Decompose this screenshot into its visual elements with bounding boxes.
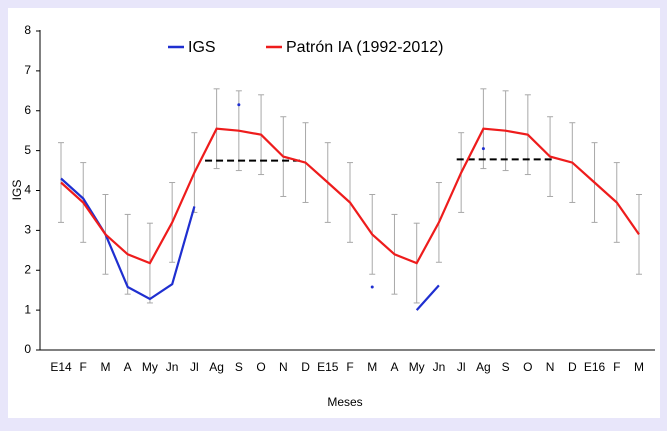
- x-tick-label: D: [568, 360, 577, 374]
- x-tick-label: O: [523, 360, 532, 374]
- x-tick-label: F: [80, 360, 87, 374]
- y-tick-label: 3: [24, 223, 31, 237]
- x-tick-label: E16: [584, 360, 606, 374]
- series-line: [60, 127, 640, 265]
- legend-label: IGS: [188, 39, 216, 56]
- x-tick-label: Jl: [190, 360, 199, 374]
- x-tick-label: E14: [50, 360, 72, 374]
- legend-label: Patrón IA (1992-2012): [286, 39, 443, 56]
- point: [481, 147, 485, 151]
- point: [370, 285, 374, 289]
- y-tick-label: 8: [24, 23, 31, 37]
- x-tick-label: F: [346, 360, 353, 374]
- y-tick-label: 6: [24, 103, 31, 117]
- x-tick-label: D: [301, 360, 310, 374]
- x-tick-label: A: [390, 360, 398, 374]
- x-tick-label: S: [502, 360, 510, 374]
- x-tick-label: Ag: [209, 360, 224, 374]
- x-tick-label: M: [634, 360, 644, 374]
- y-tick-label: 7: [24, 63, 31, 77]
- x-tick-label: Jn: [166, 360, 179, 374]
- y-tick-label: 1: [24, 302, 31, 316]
- y-tick-label: 0: [24, 342, 31, 356]
- y-tick-label: 5: [24, 143, 31, 157]
- x-tick-label: E15: [317, 360, 339, 374]
- x-tick-label: M: [100, 360, 110, 374]
- x-axis-label: Meses: [327, 395, 362, 409]
- x-tick-label: N: [546, 360, 555, 374]
- x-tick-label: My: [142, 360, 158, 374]
- x-tick-label: M: [367, 360, 377, 374]
- y-axis-label: IGS: [10, 180, 24, 201]
- x-tick-label: N: [279, 360, 288, 374]
- x-tick-label: O: [256, 360, 265, 374]
- y-tick-label: 2: [24, 262, 31, 276]
- x-tick-label: A: [124, 360, 132, 374]
- x-tick-label: My: [409, 360, 425, 374]
- x-tick-label: Ag: [476, 360, 491, 374]
- x-tick-label: Jl: [457, 360, 466, 374]
- y-tick-label: 4: [24, 183, 31, 197]
- point: [237, 103, 241, 107]
- series-line: [60, 177, 196, 301]
- x-tick-label: Jn: [433, 360, 446, 374]
- series-line: [415, 284, 440, 311]
- x-tick-label: F: [613, 360, 620, 374]
- x-tick-label: S: [235, 360, 243, 374]
